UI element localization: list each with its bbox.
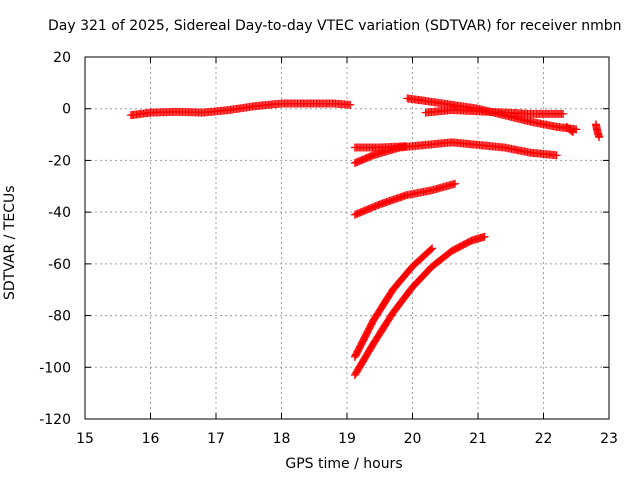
x-tick-label: 17 xyxy=(207,431,225,447)
y-tick-label: -80 xyxy=(48,309,71,325)
data-series xyxy=(126,94,604,380)
x-tick-label: 15 xyxy=(76,431,94,447)
x-tick-label: 22 xyxy=(535,431,553,447)
data-point xyxy=(559,109,568,118)
data-point xyxy=(346,100,355,109)
data-point xyxy=(427,245,436,254)
x-tick-label: 21 xyxy=(469,431,487,447)
y-tick-label: -60 xyxy=(48,257,71,273)
series-track-5 xyxy=(591,120,604,142)
x-tick-label: 19 xyxy=(338,431,356,447)
y-tick-label: 0 xyxy=(62,102,71,118)
chart-title-text: Day 321 of 2025, Sidereal Day-to-day VTE… xyxy=(48,18,622,34)
series-track-10 xyxy=(350,232,489,380)
y-tick-label: 20 xyxy=(53,50,71,66)
data-point xyxy=(568,127,577,136)
series-track-9 xyxy=(350,244,437,361)
data-point xyxy=(567,127,576,136)
y-tick-label: -40 xyxy=(48,205,71,221)
grid xyxy=(85,57,609,419)
y-axis-label: SDTVAR / TECUs xyxy=(2,185,18,300)
y-tick-label: -20 xyxy=(48,153,71,169)
data-point xyxy=(428,244,437,253)
series-track-8 xyxy=(350,179,460,219)
x-tick-label: 20 xyxy=(404,431,422,447)
data-point xyxy=(552,151,561,160)
series-track-4 xyxy=(562,122,577,136)
series-track-3 xyxy=(421,106,568,118)
data-point xyxy=(595,133,604,142)
y-tick-label: -120 xyxy=(39,412,71,428)
x-axis-label: GPS time / hours xyxy=(285,456,403,472)
x-tick-label: 23 xyxy=(600,431,618,447)
series-track-7 xyxy=(350,138,561,168)
x-tick-label: 16 xyxy=(142,431,160,447)
data-point xyxy=(451,179,460,188)
y-tick-label: -100 xyxy=(39,360,71,376)
series-track-1 xyxy=(126,99,355,120)
data-point xyxy=(480,232,489,241)
x-tick-label: 18 xyxy=(273,431,291,447)
axis-ticks: 15 16 17 18 19 20 21 22 23 20 0 -20 -40 -60 -80 -100 -12… xyxy=(39,50,618,447)
